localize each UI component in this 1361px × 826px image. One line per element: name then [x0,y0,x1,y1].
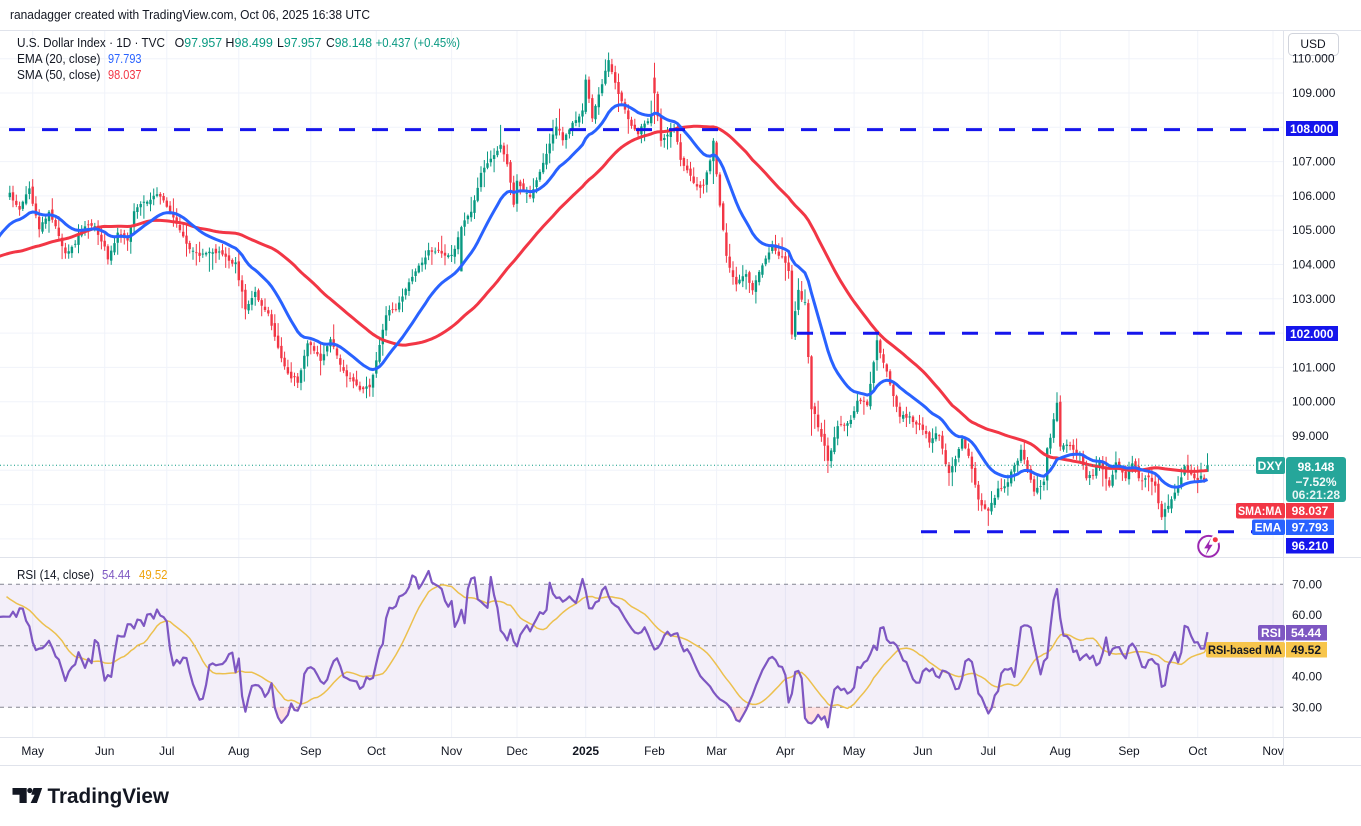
svg-text:Dec: Dec [506,744,527,758]
svg-text:109.000: 109.000 [1292,86,1336,100]
svg-text:30.00: 30.00 [1292,700,1322,714]
svg-text:97.793: 97.793 [1292,521,1329,535]
svg-text:Aug: Aug [228,744,249,758]
svg-text:96.210: 96.210 [1292,539,1329,553]
svg-text:Nov: Nov [441,744,462,758]
svg-text:EMA: EMA [1255,521,1282,535]
svg-text:Jul: Jul [159,744,174,758]
svg-text:May: May [21,744,44,758]
svg-text:105.000: 105.000 [1292,223,1336,237]
svg-text:49.52: 49.52 [139,567,168,582]
svg-text:RSI (14, close): RSI (14, close) [17,567,94,582]
svg-text:H98.499: H98.499 [225,35,273,50]
svg-text:97.793: 97.793 [108,51,142,66]
svg-text:108.000: 108.000 [1290,122,1334,136]
svg-text:+0.437 (+0.45%): +0.437 (+0.45%) [376,35,461,50]
svg-text:Aug: Aug [1050,744,1071,758]
svg-text:RSI: RSI [1261,626,1281,640]
svg-text:98.037: 98.037 [1292,504,1329,518]
svg-text:102.000: 102.000 [1290,327,1334,341]
svg-text:Jun: Jun [95,744,114,758]
svg-text:Oct: Oct [367,744,386,758]
svg-text:O97.957: O97.957 [175,35,223,50]
svg-text:RSI-based MA: RSI-based MA [1208,645,1282,657]
svg-text:ranadagger created with Tradin: ranadagger created with TradingView.com,… [10,7,370,22]
svg-text:70.00: 70.00 [1292,577,1322,591]
svg-text:60.00: 60.00 [1292,608,1322,622]
svg-text:Feb: Feb [644,744,665,758]
svg-text:USD: USD [1300,37,1326,51]
svg-text:Mar: Mar [706,744,727,758]
svg-text:110.000: 110.000 [1292,52,1335,66]
svg-text:54.44: 54.44 [102,567,131,582]
svg-text:Jul: Jul [981,744,996,758]
svg-text:40.00: 40.00 [1292,670,1322,684]
svg-text:104.000: 104.000 [1292,258,1336,272]
svg-text:Jun: Jun [913,744,932,758]
svg-text:May: May [843,744,866,758]
svg-text:Apr: Apr [776,744,795,758]
svg-text:TradingView: TradingView [48,784,170,808]
svg-text:49.52: 49.52 [1291,643,1321,657]
svg-text:Nov: Nov [1262,744,1283,758]
svg-text:98.037: 98.037 [108,67,142,82]
svg-text:U.S. Dollar Index · 1D · TVC: U.S. Dollar Index · 1D · TVC [17,35,165,50]
svg-text:06:21:28: 06:21:28 [1292,488,1340,502]
svg-text:2025: 2025 [572,744,599,758]
svg-text:EMA (20, close): EMA (20, close) [17,51,101,66]
svg-text:101.000: 101.000 [1292,360,1336,374]
svg-text:Sep: Sep [300,744,322,758]
svg-text:SMA:MA: SMA:MA [1238,504,1282,518]
svg-text:Sep: Sep [1118,744,1140,758]
svg-text:DXY: DXY [1258,459,1283,473]
svg-text:100.000: 100.000 [1292,395,1336,409]
svg-text:C98.148: C98.148 [326,35,372,50]
svg-text:L97.957: L97.957 [277,35,322,50]
svg-text:107.000: 107.000 [1292,155,1336,169]
svg-text:SMA (50, close): SMA (50, close) [17,67,101,82]
svg-text:54.44: 54.44 [1291,626,1321,640]
svg-text:98.148: 98.148 [1298,460,1335,474]
svg-text:99.000: 99.000 [1292,429,1329,443]
svg-text:103.000: 103.000 [1292,292,1336,306]
svg-text:106.000: 106.000 [1292,189,1336,203]
svg-text:−7.52%: −7.52% [1295,475,1336,489]
svg-text:Oct: Oct [1188,744,1207,758]
